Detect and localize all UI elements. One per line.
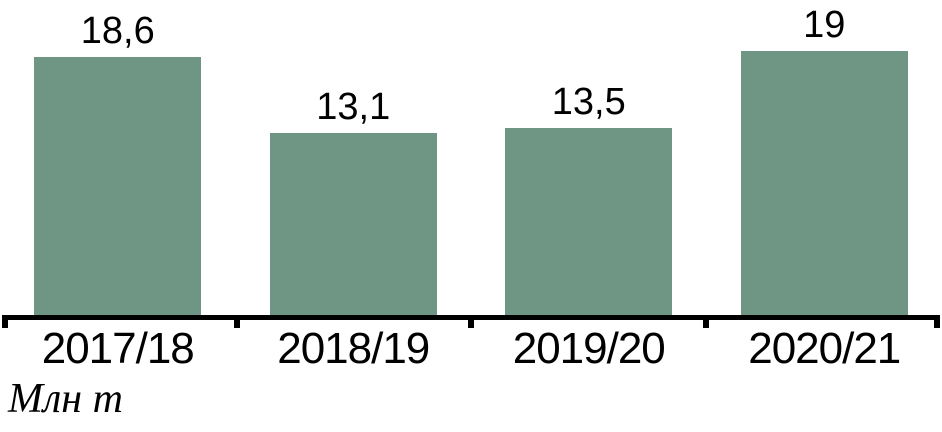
bar <box>505 128 673 315</box>
axis-tick <box>2 319 8 328</box>
unit-label: Млн т <box>8 376 123 423</box>
bar <box>740 51 908 315</box>
x-axis-labels: 2017/18 2018/19 2019/20 2020/21 <box>0 320 942 372</box>
axis-tick <box>233 319 240 328</box>
value-label: 18,6 <box>80 10 155 52</box>
category-label: 2018/19 <box>277 324 430 373</box>
x-axis-line <box>2 315 940 328</box>
axis-tick <box>702 319 709 328</box>
category-label: 2019/20 <box>512 324 666 373</box>
value-label: 13,5 <box>551 81 626 123</box>
value-label: 13,1 <box>316 86 391 128</box>
axis-tick <box>468 319 474 328</box>
value-label: 19 <box>803 4 846 46</box>
axis-tick <box>934 319 940 328</box>
category-label: 2020/21 <box>748 324 901 373</box>
bar-cell: 18,6 <box>0 0 236 315</box>
bar-cell: 13,5 <box>471 0 707 315</box>
bar-cell: 19 <box>707 0 942 315</box>
category-label: 2017/18 <box>41 324 195 373</box>
bar-cell: 13,1 <box>236 0 472 315</box>
plot-area: 18,6 13,1 13,5 19 <box>0 0 942 315</box>
bar <box>34 57 202 315</box>
bar <box>269 133 437 315</box>
